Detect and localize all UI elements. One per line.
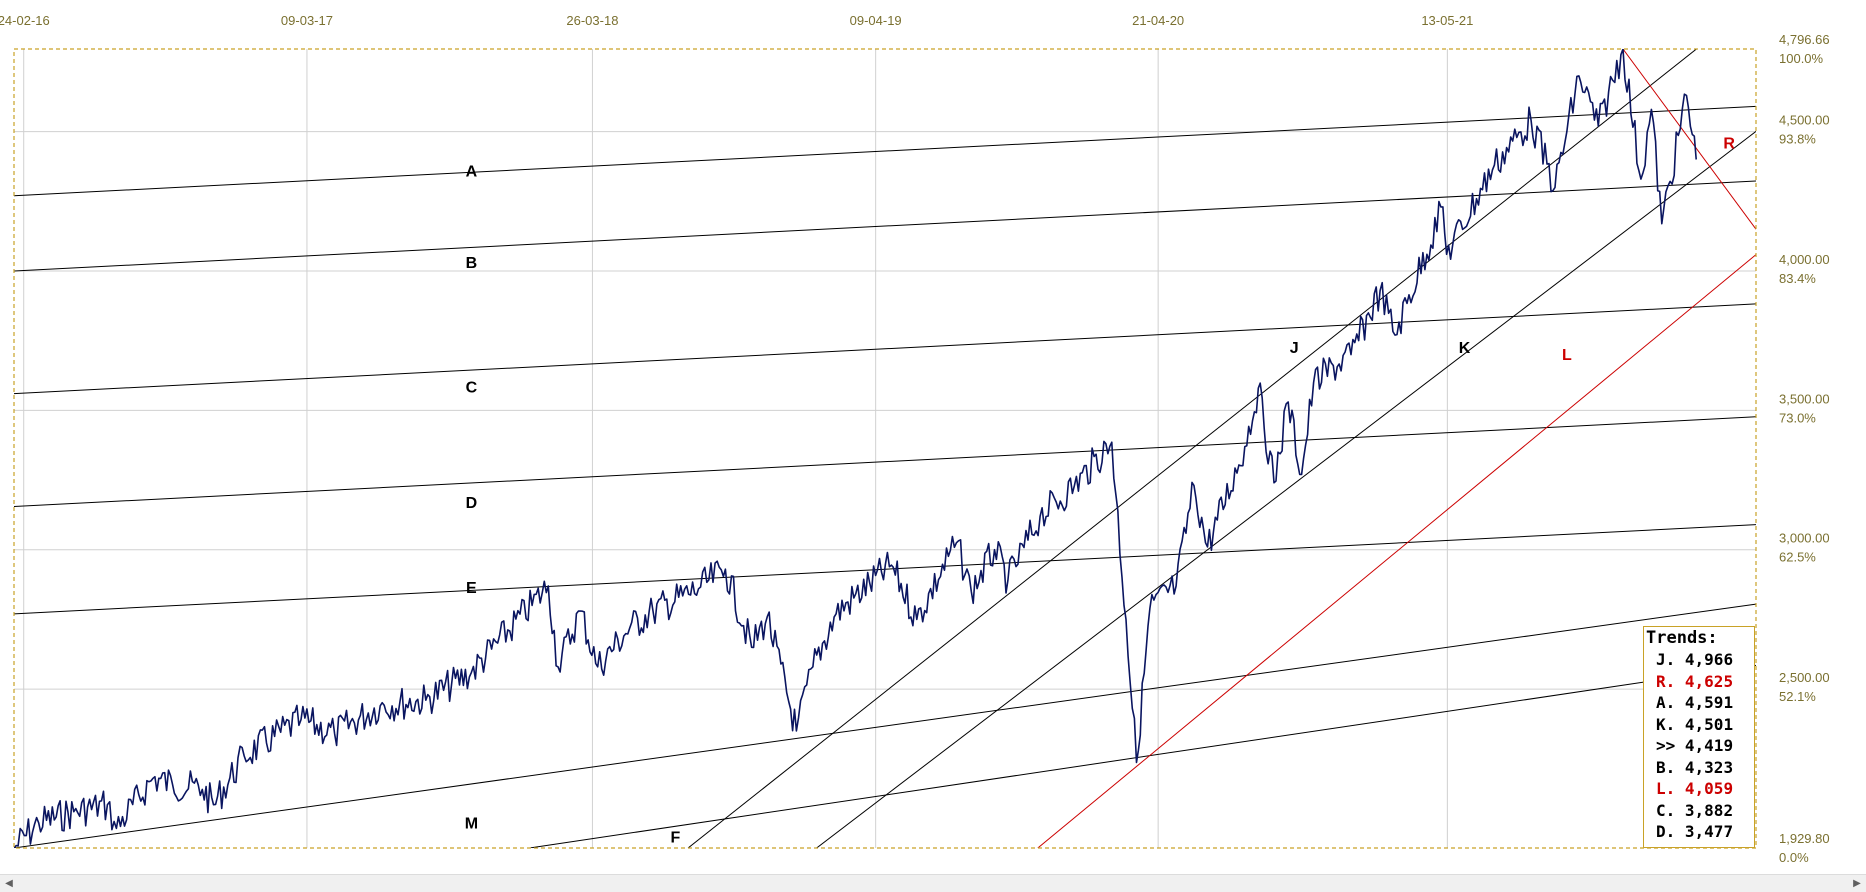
trend-name: R. xyxy=(1656,671,1676,691)
trend-line-c xyxy=(14,303,1756,395)
y-price-label: 4,500.00 xyxy=(1779,113,1830,128)
trend-line-r xyxy=(1622,49,1756,230)
arrow-right-icon: ▶ xyxy=(1853,878,1861,889)
trend-row: >> 4,419 xyxy=(1656,736,1733,755)
y-price-label: 3,000.00 xyxy=(1779,531,1830,546)
trend-name: D. xyxy=(1656,822,1676,841)
trend-label-m: M xyxy=(465,815,478,832)
scroll-right-button[interactable]: ▶ xyxy=(1848,875,1866,892)
trend-row: J. 4,966 xyxy=(1656,650,1733,669)
trend-line-a xyxy=(14,105,1756,197)
trend-value: 4,059 xyxy=(1684,779,1734,798)
horizontal-scrollbar[interactable]: ◀ ▶ xyxy=(0,874,1866,892)
x-tick-label: 09-04-19 xyxy=(850,13,902,28)
y-price-label: 4,000.00 xyxy=(1779,252,1830,267)
trend-value: 4,419 xyxy=(1684,736,1734,755)
y-price-label: 3,500.00 xyxy=(1779,391,1830,406)
trend-row: L. 4,059 xyxy=(1656,779,1733,798)
trend-row: A. 4,591 xyxy=(1656,693,1733,712)
trend-line-k xyxy=(816,131,1756,848)
x-tick-label: 24-02-16 xyxy=(0,13,50,28)
y-percent-label: 62.5% xyxy=(1779,550,1816,565)
trend-row: K. 4,501 xyxy=(1656,715,1733,734)
trend-name: >> xyxy=(1656,736,1676,755)
y-percent-label: 93.8% xyxy=(1779,132,1816,147)
scroll-left-button[interactable]: ◀ xyxy=(0,875,18,892)
arrow-left-icon: ◀ xyxy=(5,878,13,889)
x-tick-label: 13-05-21 xyxy=(1421,13,1473,28)
trend-label-k: K xyxy=(1459,340,1471,357)
y-percent-label: 52.1% xyxy=(1779,689,1816,704)
trend-value: 4,501 xyxy=(1684,714,1734,734)
price-series-line xyxy=(14,49,1697,848)
trend-label-j: J xyxy=(1290,340,1299,357)
x-tick-label: 26-03-18 xyxy=(566,13,618,28)
trend-line-b xyxy=(14,180,1756,272)
trend-row: C. 3,882 xyxy=(1656,801,1733,820)
plot-frame xyxy=(13,48,1757,849)
trend-label-b: B xyxy=(466,255,478,272)
trends-title: Trends: xyxy=(1646,628,1718,648)
trend-value: 3,477 xyxy=(1684,822,1734,841)
trend-line-l xyxy=(1037,254,1756,848)
y-price-label: 1,929.80 xyxy=(1779,831,1830,846)
trend-name: K. xyxy=(1656,714,1676,734)
trend-row: B. 4,323 xyxy=(1656,758,1733,777)
stock-chart: 24-02-16 09-03-17 26-03-18 09-04-19 21-04-20… xyxy=(0,13,1830,865)
trend-name: J. xyxy=(1656,650,1676,669)
trend-label-e: E xyxy=(466,580,477,597)
trend-name: B. xyxy=(1656,757,1676,777)
trend-label-d: D xyxy=(466,495,478,512)
trend-value: 4,591 xyxy=(1684,693,1734,712)
trend-value: 4,966 xyxy=(1684,650,1734,669)
y-percent-label: 0.0% xyxy=(1779,850,1809,865)
trend-value: 3,882 xyxy=(1684,800,1734,820)
trend-row: R. 4,625 xyxy=(1656,672,1733,691)
trend-line-f xyxy=(529,664,1756,848)
y-percent-label: 73.0% xyxy=(1779,410,1816,425)
trend-label-a: A xyxy=(466,163,478,180)
trend-label-c: C xyxy=(466,379,478,396)
trend-name: L. xyxy=(1656,779,1676,798)
trend-line-d xyxy=(14,416,1756,508)
trend-name: C. xyxy=(1656,800,1676,820)
trend-label-r: R xyxy=(1723,135,1735,152)
trend-line-m xyxy=(14,603,1756,848)
trend-line-j xyxy=(687,49,1698,848)
y-percent-label: 83.4% xyxy=(1779,271,1816,286)
y-price-label: 2,500.00 xyxy=(1779,670,1830,685)
trend-label-f: F xyxy=(670,829,680,846)
x-tick-label: 09-03-17 xyxy=(281,13,333,28)
y-price-label: 4,796.66 xyxy=(1779,32,1830,47)
y-percent-label: 100.0% xyxy=(1779,51,1824,66)
x-tick-label: 21-04-20 xyxy=(1132,13,1184,28)
trends-legend: Trends: J. 4,966 R. 4,625 A. 4,591 K. 4,501… xyxy=(1643,626,1755,848)
trend-row: D. 3,477 xyxy=(1656,822,1733,841)
trend-value: 4,323 xyxy=(1684,757,1734,777)
trend-name: A. xyxy=(1656,693,1676,712)
trend-value: 4,625 xyxy=(1684,671,1734,691)
trend-label-l: L xyxy=(1562,347,1572,364)
